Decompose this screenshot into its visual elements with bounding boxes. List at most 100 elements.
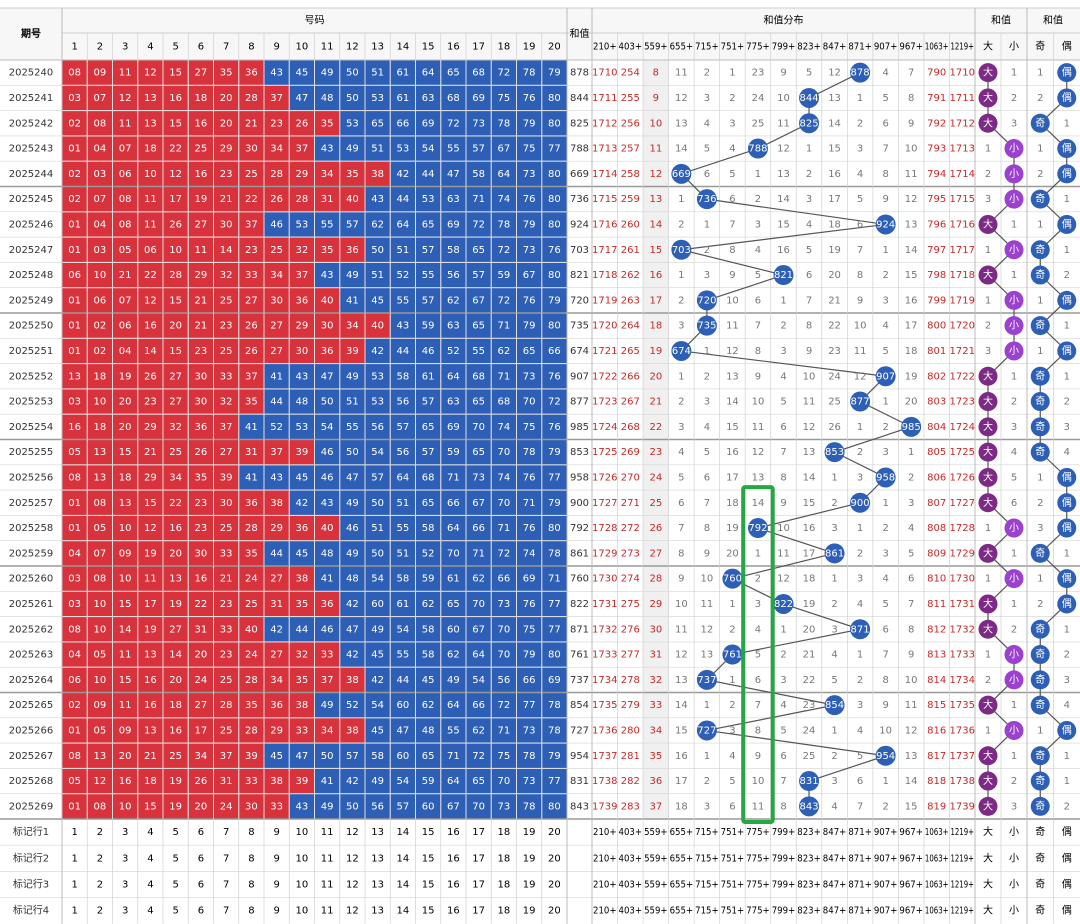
number: 57: [422, 397, 435, 408]
number: 34: [195, 751, 208, 762]
number-cell: [264, 338, 289, 364]
number: 70: [447, 548, 460, 559]
number: 39: [296, 447, 309, 458]
size-marker-label: 小: [1009, 193, 1019, 205]
number-cell: [163, 440, 188, 465]
number-cell: [517, 262, 542, 288]
number: 54: [397, 624, 410, 635]
number: 38: [296, 574, 309, 585]
number: 41: [270, 371, 283, 382]
parity-omission: 1: [1064, 194, 1070, 205]
number-cell: [466, 414, 491, 439]
omission: 3: [857, 472, 863, 483]
number: 78: [523, 801, 536, 812]
number-cell: [517, 338, 542, 364]
number-cell: [113, 161, 138, 186]
omission: 13: [675, 675, 688, 686]
issue: 2025261: [9, 599, 54, 610]
number: 05: [94, 650, 107, 661]
omission: 16: [905, 295, 918, 306]
number: 25: [220, 346, 233, 357]
omission: 811: [927, 599, 946, 610]
number-cell: [340, 313, 365, 338]
sum: 674: [570, 346, 589, 357]
number: 15: [119, 447, 132, 458]
number-cell: [138, 338, 163, 364]
number-cell: [264, 490, 289, 515]
omission: 25: [752, 118, 765, 129]
number: 53: [296, 422, 309, 433]
number-cell: [365, 541, 390, 566]
size-marker: [1004, 720, 1024, 740]
number: 07: [119, 144, 132, 155]
sum-marker-label: 720: [697, 295, 716, 306]
number-cell: [365, 490, 390, 515]
number-cell: [264, 111, 289, 136]
number: 21: [245, 118, 258, 129]
number-cell: [340, 364, 365, 389]
number: 46: [321, 624, 334, 635]
parity-omission: 3: [1064, 422, 1070, 433]
number: 52: [447, 346, 460, 357]
sum-marker-label: 792: [748, 523, 767, 534]
number-cell: [264, 414, 289, 439]
omission: 1715: [950, 194, 975, 205]
omission: 15: [905, 270, 918, 281]
marker-row-distribution: 823+: [797, 827, 821, 838]
marker-row-distribution: 715+: [695, 880, 719, 891]
omission: 32: [649, 675, 662, 686]
omission: 1732: [950, 624, 975, 635]
issue: 2025252: [9, 371, 54, 382]
number: 35: [220, 68, 233, 79]
number-cell: [491, 541, 516, 566]
number: 14: [169, 650, 182, 661]
number: 42: [346, 599, 359, 610]
number-cell: [214, 490, 239, 515]
number: 48: [321, 93, 334, 104]
number-cell: [87, 161, 112, 186]
number-cell: [163, 364, 188, 389]
marker-row-number: 7: [223, 880, 229, 891]
parity-marker: [1057, 214, 1077, 234]
number: 03: [68, 397, 81, 408]
omission: 1716: [592, 219, 617, 230]
issue: 2025262: [9, 624, 54, 635]
number-cell: [365, 642, 390, 667]
column-header-size: 大: [983, 40, 993, 53]
number-cell: [517, 642, 542, 667]
number: 16: [68, 422, 81, 433]
number-cell: [264, 85, 289, 111]
omission: 19: [828, 245, 841, 256]
parity-marker-label: 偶: [1062, 217, 1072, 230]
number-cell: [62, 187, 87, 212]
number-cell: [214, 768, 239, 794]
issue: 2025263: [9, 650, 54, 661]
parity-omission: 1: [1037, 574, 1043, 585]
header-sum: 和值: [570, 27, 590, 40]
sum-marker: [722, 644, 743, 665]
sum-marker-label: 825: [799, 118, 818, 129]
size-marker: [978, 417, 998, 437]
number-cell: [416, 161, 441, 186]
size-omission: 4: [1011, 447, 1017, 458]
size-marker: [1004, 164, 1024, 184]
number: 23: [220, 599, 233, 610]
number: 26: [195, 447, 208, 458]
number: 10: [94, 397, 107, 408]
number-cell: [542, 364, 567, 389]
omission: 267: [621, 397, 640, 408]
number-cell: [214, 617, 239, 642]
omission: 1727: [592, 498, 617, 509]
number: 71: [548, 574, 561, 585]
number: 37: [245, 219, 258, 230]
sum-marker-label: 924: [876, 219, 895, 230]
number-cell: [365, 693, 390, 718]
number-cell: [491, 617, 516, 642]
marker-row-parity: 偶: [1062, 825, 1072, 838]
number-cell: [441, 313, 466, 338]
number-cell: [390, 338, 415, 364]
number-cell: [188, 566, 213, 591]
number: 37: [245, 371, 258, 382]
number: 69: [548, 675, 561, 686]
omission: 5: [729, 776, 735, 787]
